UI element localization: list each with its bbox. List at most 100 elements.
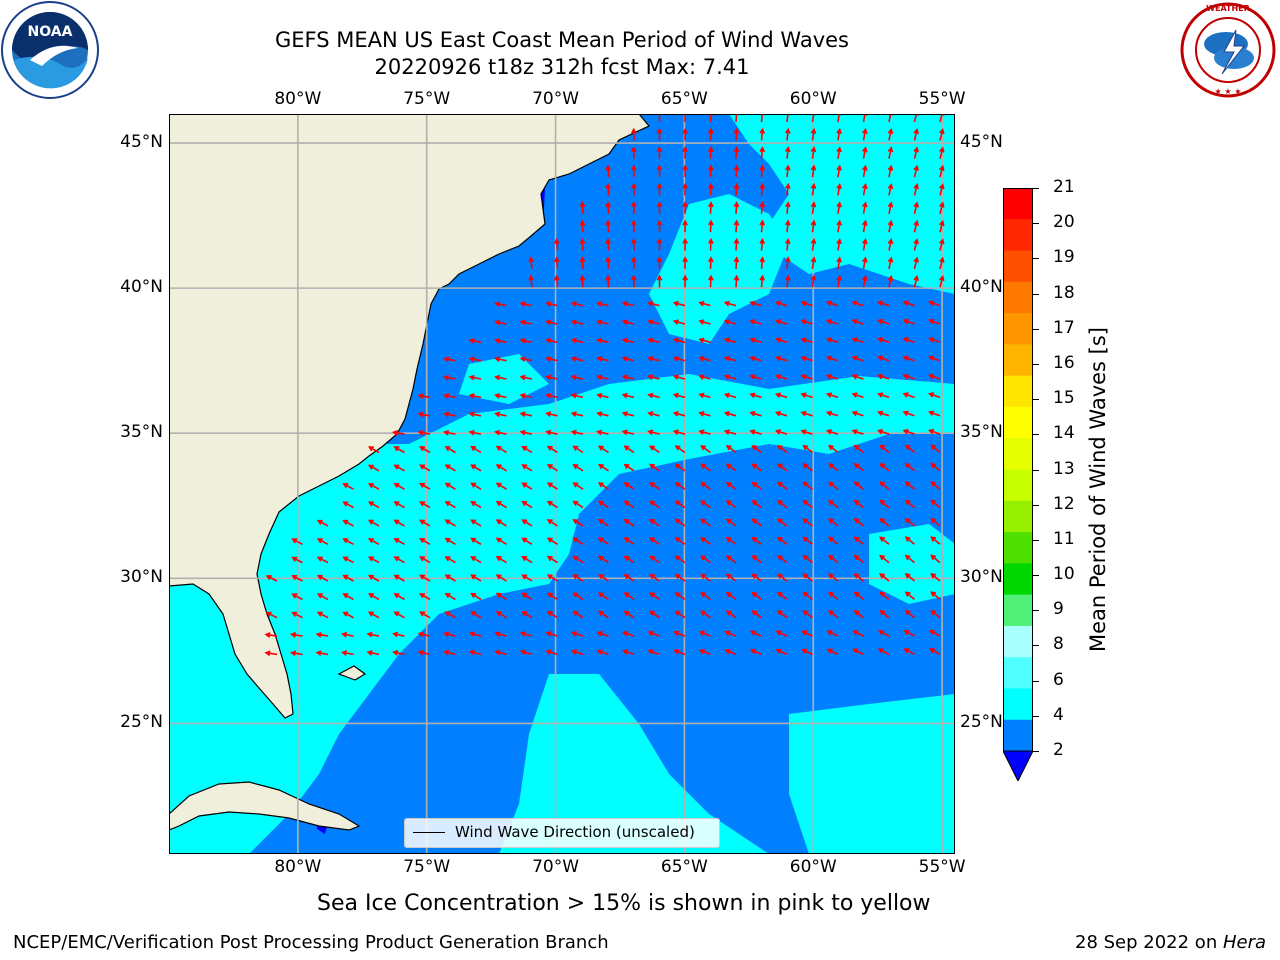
wave-direction-arrow [623,518,635,527]
wave-direction-arrow [682,237,689,251]
wave-direction-arrow [776,555,788,564]
svg-text:★ ★ ★: ★ ★ ★ [1214,87,1241,96]
colorbar-tick-label: 11 [1053,528,1075,549]
wave-direction-arrow [928,428,941,435]
wave-direction-arrow [605,274,611,288]
wave-direction-arrow [903,648,915,656]
wave-direction-arrow [733,127,740,141]
wave-direction-arrow [470,519,482,527]
wave-direction-arrow [800,429,813,435]
colorbar-segment [1003,500,1033,533]
colorbar-segment [1003,219,1033,252]
wave-direction-arrow [623,482,635,490]
wave-direction-arrow [851,300,864,307]
wave-direction-arrow [470,611,482,619]
colorbar-tick-label: 12 [1053,493,1075,514]
wave-direction-arrow [605,219,611,233]
wave-direction-arrow [495,519,507,527]
wave-direction-arrow [725,610,737,619]
wave-direction-arrow [579,237,586,251]
wave-direction-arrow [342,501,354,509]
wave-direction-arrow [579,201,586,214]
wave-direction-arrow [291,538,303,546]
wave-direction-arrow [700,445,711,454]
wave-direction-arrow [725,591,737,601]
wave-direction-arrow [647,411,660,417]
wave-direction-arrow [751,518,762,527]
wave-direction-arrow [759,127,766,141]
wave-direction-arrow [419,537,431,545]
wave-direction-arrow [708,237,714,251]
wave-direction-arrow [825,300,839,307]
wave-direction-arrow [904,481,916,490]
lon-label-bottom: 55°W [918,857,966,877]
wave-direction-arrow [802,499,813,509]
wave-direction-arrow [649,537,660,545]
wave-direction-arrow [776,573,788,582]
wave-direction-arrow [913,127,919,141]
wave-direction-arrow [545,337,558,344]
wave-direction-arrow [733,146,740,159]
colorbar-tick-label: 13 [1053,458,1075,479]
wave-direction-arrow [930,536,941,545]
wave-direction-arrow [545,301,558,307]
wave-direction-arrow [605,256,611,269]
colorbar-tick-label: 9 [1053,599,1064,620]
lat-label-right: 30°N [960,567,1003,588]
colorbar-label: Mean Period of Wind Waves [s] [1086,327,1110,652]
wave-direction-arrow [656,237,663,251]
wave-direction-arrow [682,256,689,269]
wave-direction-arrow [774,374,788,380]
wave-direction-arrow [605,201,611,214]
wave-direction-arrow [904,536,916,545]
wave-direction-arrow [852,648,864,656]
wave-direction-arrow [656,164,663,178]
colorbar-segment [1003,375,1033,408]
wave-direction-arrow [784,114,791,123]
wave-direction-arrow [774,355,788,362]
wave-direction-arrow [393,593,405,601]
wave-direction-arrow [784,219,791,233]
wave-direction-arrow [648,610,660,619]
wave-direction-arrow [621,411,635,417]
lon-label-bottom: 75°W [403,857,451,877]
wave-direction-arrow [825,337,839,344]
wave-direction-arrow [682,201,689,214]
wave-direction-arrow [596,356,609,362]
wave-direction-arrow [775,630,788,637]
wave-direction-arrow [623,555,635,564]
wave-direction-arrow [470,537,482,545]
wave-direction-arrow [851,374,864,380]
wave-direction-arrow [776,500,788,509]
wave-direction-arrow [521,500,533,509]
wave-direction-arrow [802,481,813,490]
wave-direction-arrow [649,482,660,490]
wave-direction-arrow [468,338,482,344]
wave-direction-arrow [341,631,354,638]
wave-direction-arrow [674,610,686,619]
colorbar-tick-mark [1033,645,1039,647]
wave-direction-arrow [939,164,945,178]
wave-direction-arrow [887,164,894,178]
wave-direction-arrow [879,499,890,509]
wave-direction-arrow [444,611,456,619]
wave-direction-arrow [417,411,431,418]
wave-direction-arrow [674,463,686,472]
wave-direction-arrow [495,482,507,490]
wave-direction-arrow [902,373,915,380]
wave-direction-arrow [827,463,839,472]
wave-direction-arrow [749,630,762,637]
wave-direction-arrow [698,374,711,380]
colorbar-tick-mark [1033,575,1039,577]
wave-direction-arrow [913,274,919,288]
wave-direction-arrow [749,355,762,362]
wave-direction-arrow [827,573,839,582]
wave-direction-arrow [682,219,689,233]
wave-direction-arrow [827,481,839,490]
colorbar-tick-label: 8 [1053,634,1064,655]
wave-direction-arrow [708,164,714,178]
wave-direction-arrow [879,536,890,545]
wave-direction-arrow [879,609,890,619]
wave-direction-arrow [630,164,637,178]
wave-direction-arrow [553,256,560,269]
